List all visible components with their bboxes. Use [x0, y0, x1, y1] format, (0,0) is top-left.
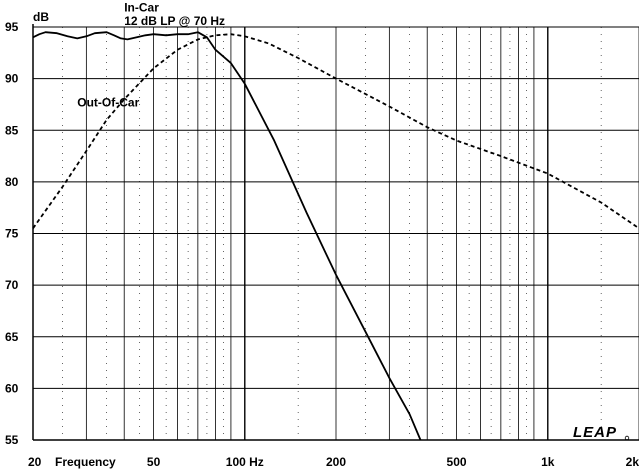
y-tick-label: 90: [5, 72, 19, 86]
annotation-label: 12 dB LP @ 70 Hz: [124, 14, 225, 28]
x-tick-label: 100 Hz: [226, 455, 264, 469]
x-tick-label: 500: [447, 455, 467, 469]
x-tick-label: 20: [28, 455, 42, 469]
y-tick-label: 75: [5, 227, 19, 241]
leap-logo-dot: [624, 435, 630, 441]
y-axis-label: dB: [33, 10, 49, 24]
grid-layer: [32, 24, 639, 441]
y-tick-label: 85: [5, 123, 19, 137]
y-tick-label: 95: [5, 20, 19, 34]
y-tick-label: 65: [5, 330, 19, 344]
x-tick-label: 50: [147, 455, 161, 469]
series-layer: [32, 31, 639, 441]
x-tick-label: 200: [326, 455, 346, 469]
x-tick-labels: 20 50 100 Hz 200 500 1k 2k: [28, 455, 639, 469]
series-line-in-car: [32, 31, 422, 441]
leap-logo: LEAP: [573, 424, 630, 441]
series-line-out-of-car: [32, 33, 639, 230]
y-tick-label: 60: [5, 381, 19, 395]
y-tick-label: 80: [5, 175, 19, 189]
y-tick-labels: 95 90 85 80 75 70 65 60 55: [5, 20, 19, 447]
y-tick-label: 70: [5, 278, 19, 292]
annotation-label: In-Car: [124, 1, 159, 15]
x-tick-label: 2k: [626, 455, 639, 469]
x-axis-label: Frequency: [55, 455, 116, 469]
y-tick-label: 55: [5, 433, 19, 447]
x-tick-label: 1k: [541, 455, 555, 469]
leap-logo-text: LEAP: [573, 424, 617, 441]
annotation-label: Out-Of-Car: [77, 96, 139, 110]
